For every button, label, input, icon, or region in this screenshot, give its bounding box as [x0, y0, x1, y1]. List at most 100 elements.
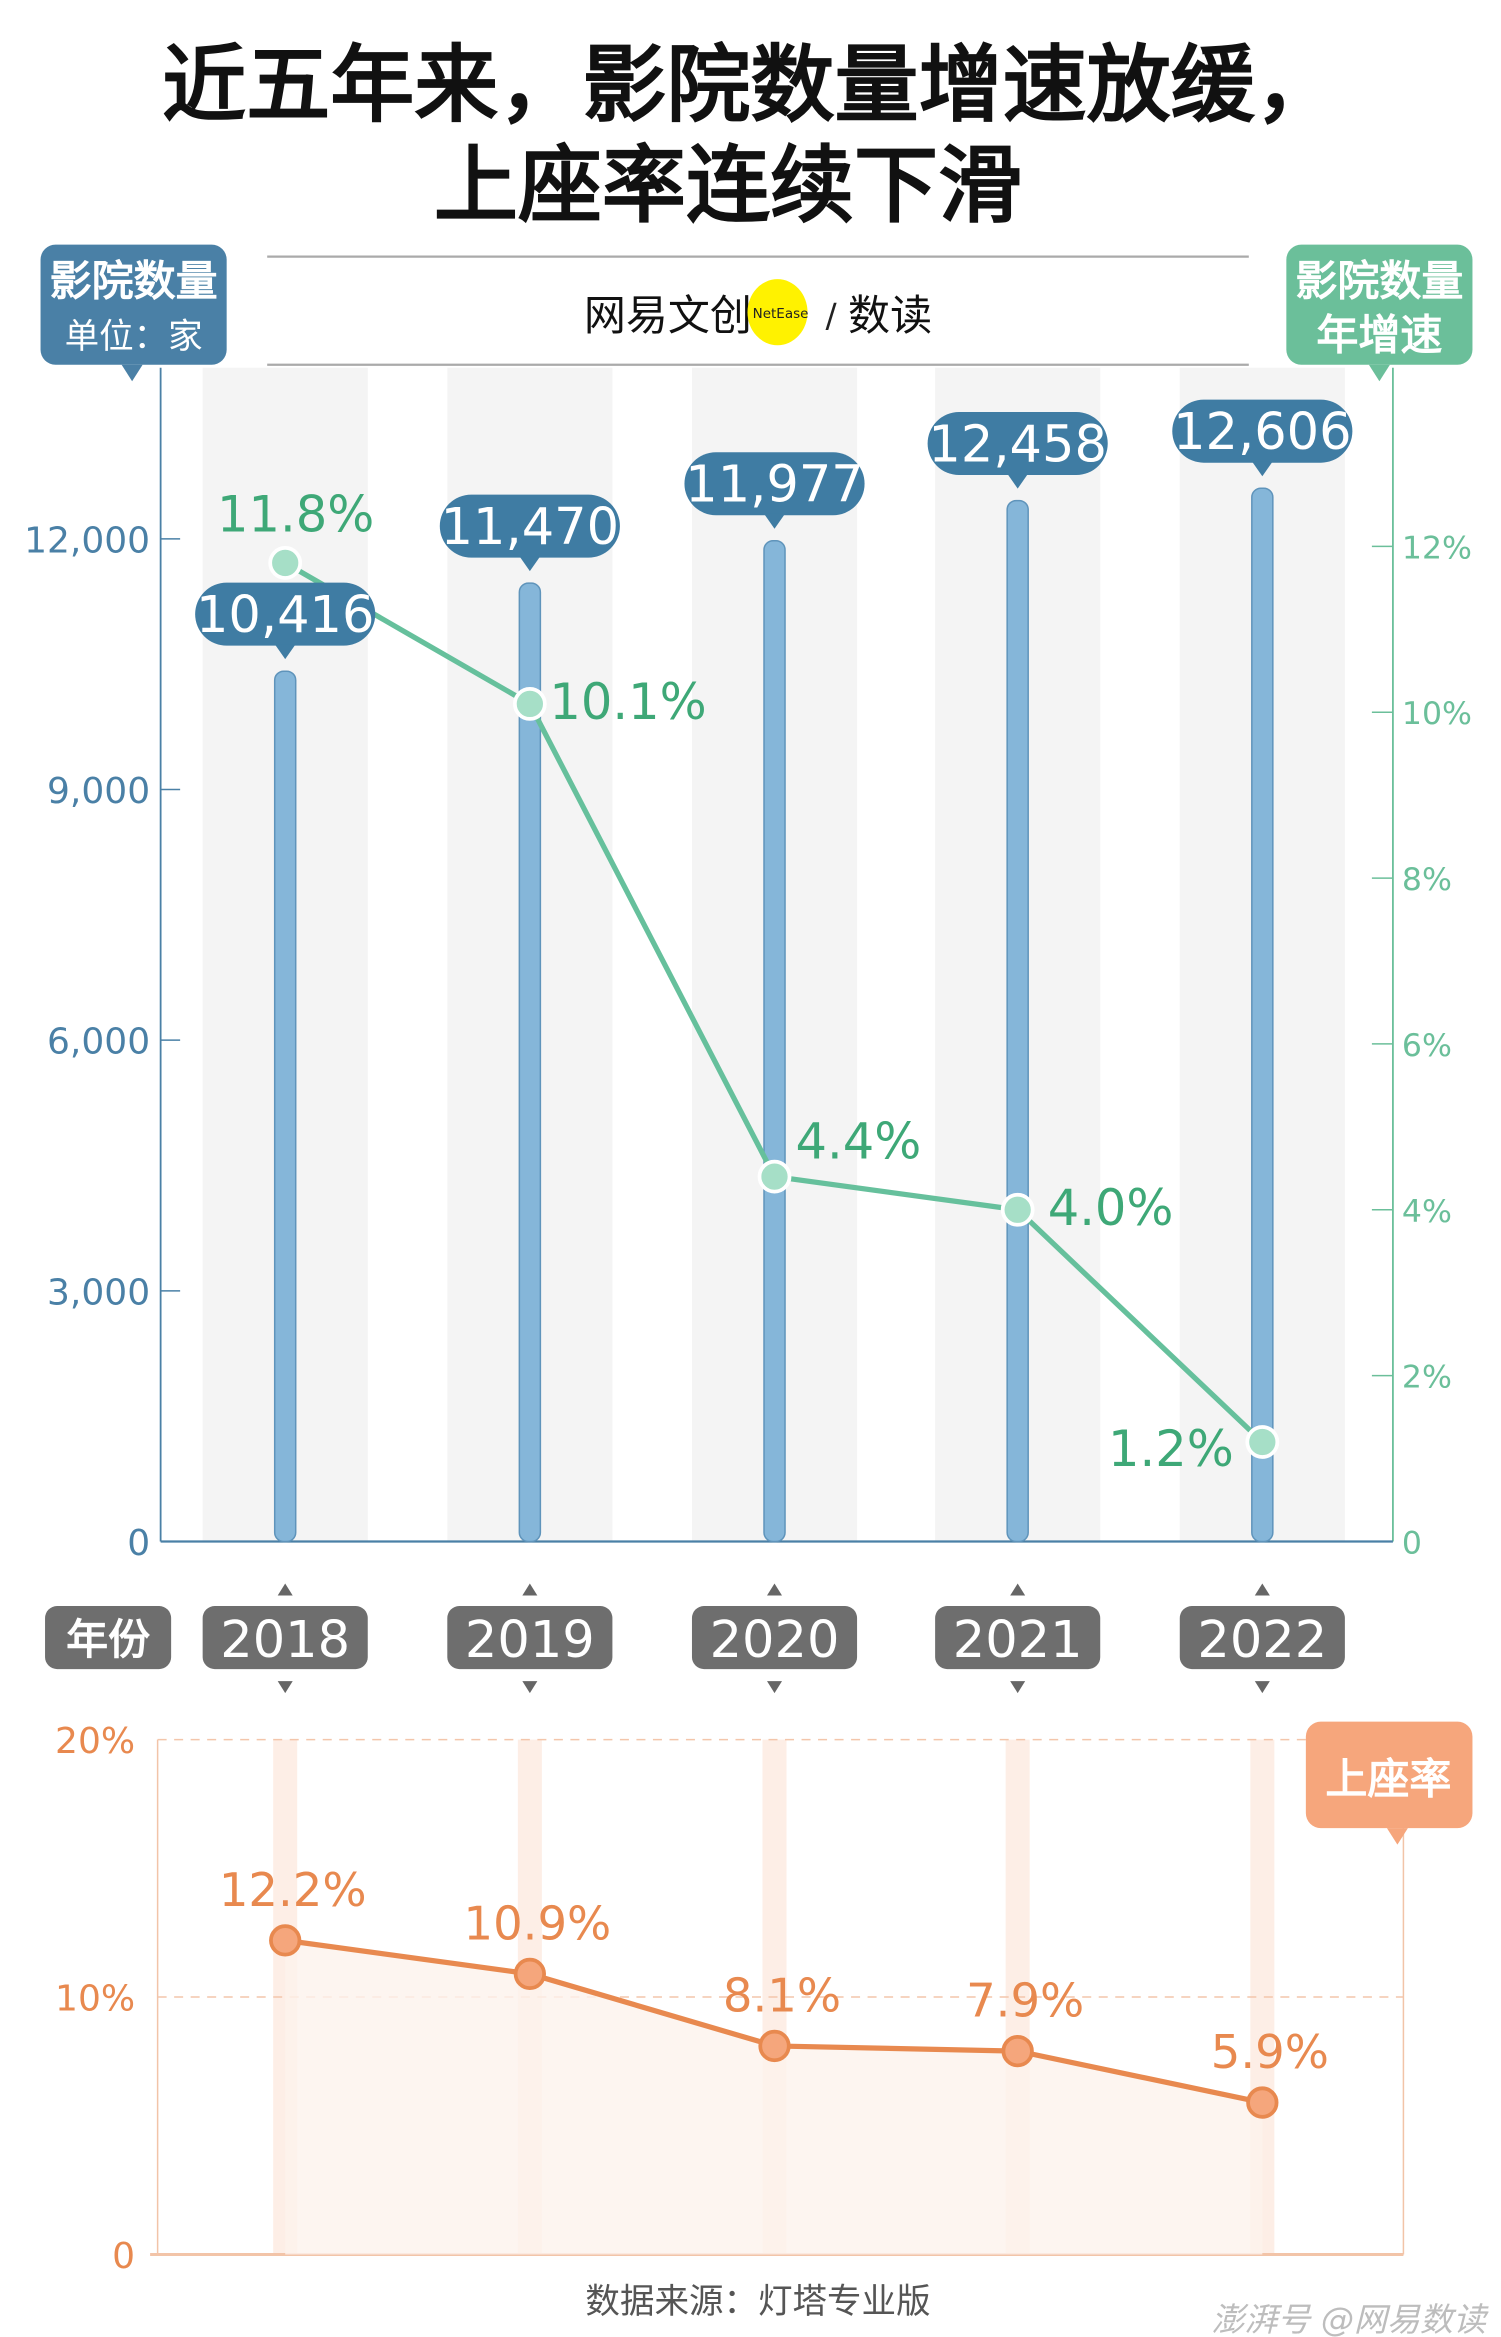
tick-label: 0: [112, 2236, 135, 2277]
growth-point-2018: [268, 546, 303, 580]
logo: 网易文创 NetEase / 数读: [584, 279, 932, 346]
logo-text-right: 数读: [848, 291, 932, 340]
left-axis-label: 影院数量 单位：家: [40, 244, 227, 382]
growth-label: 10.1%: [549, 673, 706, 731]
right-label-line2: 年增速: [1316, 311, 1442, 360]
growth-label: 1.2%: [1108, 1420, 1234, 1478]
left-tick-label: 0: [127, 1523, 150, 1564]
right-tick-label: 12%: [1402, 530, 1472, 566]
down-triangle-icon: [1254, 1681, 1270, 1694]
label-pill: [439, 494, 620, 558]
down-triangle-icon: [277, 1681, 293, 1694]
growth-point-2020: [757, 1159, 792, 1194]
occupancy-label-text: 上座率: [1325, 1755, 1451, 1804]
year-label-2018: 2018: [220, 1611, 350, 1670]
label-pill: [927, 412, 1108, 476]
bar-2018: [273, 670, 297, 1543]
growth-label: 4.4%: [796, 1113, 922, 1171]
label-pointer: [519, 556, 541, 572]
occupancy-label: 7.9%: [966, 1974, 1084, 2028]
occupancy-point-2021: [1001, 2034, 1034, 2068]
right-tick-label: 4%: [1402, 1194, 1452, 1230]
bar-value-label: 12,458: [927, 412, 1108, 489]
up-triangle-icon: [767, 1583, 783, 1596]
bar-value-text: 11,470: [441, 498, 620, 557]
watermark: 澎湃号 @网易数读: [1211, 2300, 1489, 2337]
logo-badge-circle: [747, 279, 808, 346]
occupancy-label: 12.2%: [219, 1863, 367, 1917]
occupancy-point-2022: [1246, 2086, 1279, 2119]
growth-label: 4.0%: [1048, 1179, 1174, 1237]
right-tick-label: 8%: [1402, 862, 1452, 898]
occupancy-point-2018: [269, 1924, 302, 1957]
up-triangle-icon: [1254, 1583, 1270, 1596]
left-tick-label: 9,000: [47, 771, 150, 812]
year-label-2019: 2019: [465, 1611, 595, 1670]
label-pointer: [274, 644, 296, 660]
year-pill: [447, 1606, 613, 1670]
right-tick-label: 10%: [1402, 696, 1472, 732]
up-triangle-icon: [277, 1583, 293, 1596]
growth-point-2019: [512, 687, 547, 721]
year-pill: [1179, 1606, 1345, 1670]
bar-value-text: 12,458: [928, 416, 1107, 475]
label-pointer: [1007, 473, 1029, 489]
logo-text-left: 网易文创: [584, 291, 752, 340]
right-tick-label: 2%: [1402, 1360, 1452, 1396]
occupancy-label: 8.1%: [723, 1968, 841, 2022]
bar-2022: [1251, 487, 1274, 1543]
bar-value-label: 11,470: [439, 494, 620, 572]
year-pill: [935, 1606, 1101, 1670]
bar-value-label: 10,416: [195, 582, 376, 660]
bar-value-label: 11,977: [684, 452, 865, 529]
right-axis-label: 影院数量 年增速: [1286, 244, 1473, 382]
bar-value-label: 12,606: [1172, 399, 1353, 477]
bar-value-text: 10,416: [196, 586, 375, 645]
left-tick-label: 12,000: [24, 520, 150, 561]
left-label-title: 影院数量: [50, 257, 218, 306]
top-chart: 0 3,000 6,000 9,000 12,000 0 2% 4% 6% 8% 10% 12% 11.…: [24, 367, 1472, 1564]
bar-2021: [1006, 499, 1029, 1543]
left-label-unit: 单位：家: [65, 317, 203, 357]
tick-label: 20%: [55, 1721, 135, 1762]
label-pill: [1172, 399, 1353, 463]
occupancy-label: 5.9%: [1211, 2025, 1329, 2079]
occupancy-point-2019: [513, 1957, 546, 1990]
label-pill: [195, 582, 376, 646]
title-line-2: 上座率连续下滑: [434, 137, 1022, 235]
source: 数据来源：灯塔专业版: [585, 2282, 930, 2322]
down-triangle-icon: [767, 1681, 783, 1694]
year-label-2022: 2022: [1197, 1611, 1327, 1670]
bar-value-text: 12,606: [1173, 403, 1352, 462]
left-tick-label: 6,000: [47, 1022, 150, 1063]
year-pill: [691, 1606, 858, 1670]
bar-2020: [763, 540, 786, 1543]
right-tick-label: 6%: [1402, 1028, 1452, 1064]
year-label-2021: 2021: [953, 1611, 1083, 1670]
bar-value-text: 11,977: [685, 456, 864, 515]
year-label-2020: 2020: [710, 1611, 840, 1670]
growth-point-2022: [1245, 1425, 1280, 1459]
tick-label: 10%: [55, 1979, 135, 2020]
bottom-chart: 0 10% 20% 12.2% 10.9% 8.1% 7.9% 5.9%: [55, 1721, 1405, 2277]
up-triangle-icon: [1010, 1583, 1026, 1596]
occupancy-area: [285, 1940, 1263, 2255]
occupancy-point-2020: [758, 2029, 791, 2063]
down-triangle-icon: [522, 1681, 538, 1694]
label-pointer: [764, 513, 786, 529]
bar-2019: [518, 582, 542, 1543]
left-tick-label: 3,000: [47, 1272, 150, 1313]
right-tick-label: 0: [1402, 1525, 1422, 1561]
logo-slash: /: [826, 296, 838, 335]
year-axis: 年份 2018 2019 2020 2021 2022: [45, 1583, 1345, 1694]
title-line-1: 近五年来，影院数量增速放缓，: [162, 36, 1339, 134]
label-pointer: [1251, 461, 1273, 477]
year-pill: [202, 1606, 368, 1670]
occupancy-label: 10.9%: [463, 1896, 611, 1950]
growth-label: 11.8%: [217, 485, 374, 543]
year-label: 年份: [66, 1615, 150, 1664]
occupancy-label: 上座率: [1305, 1721, 1473, 1845]
growth-point-2021: [1000, 1192, 1035, 1227]
year-label-pill: [45, 1606, 172, 1670]
